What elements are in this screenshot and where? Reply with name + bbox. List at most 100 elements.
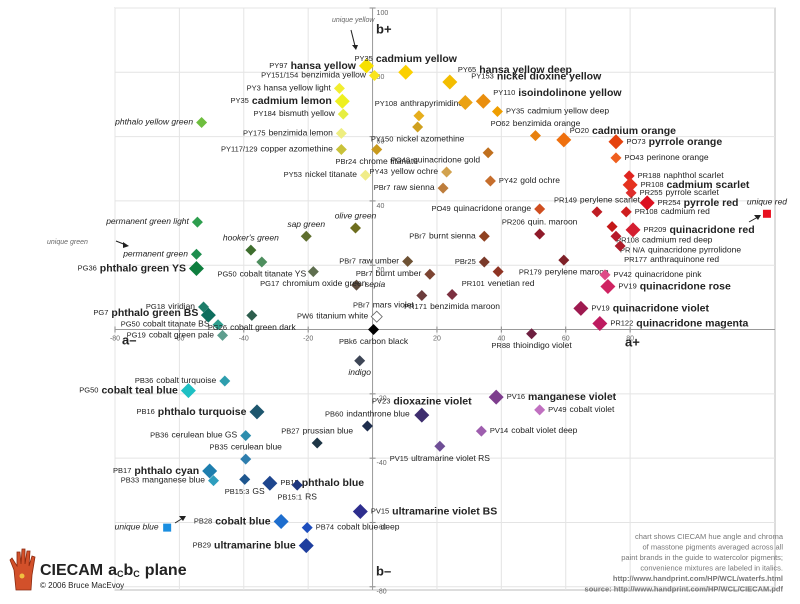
- point: [368, 324, 380, 336]
- point: [359, 169, 371, 181]
- point: [262, 475, 278, 491]
- pigment: PBr25: [455, 256, 490, 268]
- pigment-code: PY110: [493, 88, 515, 97]
- pigment: PR149 perylene scarlet: [554, 195, 641, 218]
- pigment: PV16 manganese violet: [488, 389, 617, 405]
- pigment-name: cadmium lemon: [252, 95, 332, 107]
- pigment: PR N/A quinacridone pyrrolidone: [610, 230, 741, 255]
- point: [163, 523, 172, 532]
- pigment-name: ultramarine blue: [214, 539, 296, 551]
- pigment: indigo: [348, 355, 371, 377]
- pigment-code: PR206: [502, 218, 525, 227]
- pigment-name: permanent green light: [105, 216, 189, 226]
- pigment-code: PG50: [79, 386, 98, 395]
- point-label: PB27 prussian blue: [281, 426, 353, 436]
- pigment-name: phthalo green YS: [100, 262, 186, 274]
- point-label: PR N/A quinacridone pyrrolidone: [620, 245, 741, 255]
- pigment-name: hansa yellow light: [264, 83, 332, 93]
- point: [370, 310, 383, 323]
- pigment: PR101 venetian red: [462, 266, 535, 288]
- point-label: PR177 anthraquinone red: [624, 254, 719, 264]
- point: [762, 209, 771, 218]
- note: of masstone pigments averaged across all: [643, 542, 784, 551]
- pigment: PY110 isoindolinone yellow: [475, 87, 622, 109]
- pigment: PG17 chromium oxide green: [260, 266, 367, 288]
- pigment-name: cerulean blue GS: [172, 430, 238, 440]
- pigment: PB36 cerulean blue GS: [150, 430, 252, 442]
- pigment-name: cobalt violet: [570, 404, 616, 414]
- pigment-name: dioxazine violet: [393, 395, 472, 407]
- point: [414, 407, 430, 423]
- point-label: PO20 cadmium orange: [570, 125, 676, 137]
- point: [335, 127, 347, 139]
- pigment-name: gold ochre: [520, 175, 560, 185]
- pigment: PV23 dioxazine violet: [372, 395, 472, 423]
- point: [196, 116, 208, 128]
- pigment: PBr7 burnt sienna: [409, 230, 490, 242]
- point: [273, 514, 289, 530]
- pigment: PO43 perinone orange: [610, 152, 709, 164]
- pigment-code: PR N/A: [620, 245, 645, 254]
- point: [478, 230, 490, 242]
- point: [600, 278, 616, 294]
- point-label: PV23 dioxazine violet: [372, 395, 472, 407]
- point: [491, 106, 503, 118]
- pigment: PO48 quinacridone gold: [391, 147, 494, 165]
- point: [352, 504, 368, 520]
- pigment-name: hansa yellow deep: [479, 64, 572, 76]
- pigment-code: PY151/154: [261, 71, 298, 80]
- pigment: PG18 viridian: [146, 301, 210, 313]
- pigment: PB15:3 GS: [225, 473, 265, 496]
- pigment-name: cobalt titanate BS: [143, 319, 210, 329]
- pigment: PB74 cobalt blue deep: [301, 522, 400, 534]
- point: [556, 132, 572, 148]
- annotation: unique green: [47, 239, 88, 246]
- pigment-code: PO73: [626, 137, 645, 146]
- pigment: phthalo yellow green: [114, 116, 208, 128]
- pigment: PR108 cadmium red: [620, 206, 710, 218]
- arrow-head: [754, 215, 761, 220]
- pigment: PY150 nickel azomethine: [371, 121, 465, 144]
- point-label: PR209 quinacridone red: [644, 224, 755, 236]
- pigment-code: PO20: [570, 126, 589, 135]
- pigment: PO49 quinacridone orange: [431, 203, 546, 215]
- pigment-name: raw sienna: [393, 182, 434, 192]
- pigment-code: PB15: [280, 478, 298, 487]
- pigment: PV19 quinacridone violet: [573, 300, 709, 316]
- pigment-name: pyrrole red: [684, 197, 739, 209]
- pigment-name: quinacridone pyrrolidone: [648, 245, 741, 255]
- pigment: PB27 prussian blue: [281, 426, 353, 449]
- pigment-name: indanthrone blue: [346, 409, 410, 419]
- pigment: PB33 manganese blue: [121, 475, 220, 487]
- pigment: PY97 hansa yellow: [269, 58, 374, 74]
- y-tick-label: -40: [377, 460, 387, 467]
- point: [300, 230, 312, 242]
- point-label: PR101 venetian red: [462, 278, 535, 288]
- pigment: PB16 phthalo turquoise: [136, 404, 265, 420]
- point: [482, 147, 494, 159]
- pigment-code: PY150: [371, 134, 394, 143]
- pigment-name: manganese violet: [528, 391, 617, 403]
- annotation: unique yellow: [332, 17, 375, 24]
- point-label: PG19 cobalt green pale: [127, 330, 215, 340]
- point: [402, 255, 414, 267]
- pigment-name: cobalt violet deep: [511, 425, 577, 435]
- point-label: PR108 cadmium red deep: [616, 235, 713, 245]
- point: [610, 230, 622, 242]
- pigment-code: PBr7: [356, 269, 373, 278]
- pigment: PG50 cobalt teal blue: [79, 383, 196, 399]
- note: http://www.handprint.com/HP/WCL/waterfs.…: [613, 574, 783, 583]
- point: [434, 440, 446, 452]
- point-label: PV19 quinacridone rose: [618, 280, 731, 292]
- point-label: PV49 cobalt violet: [548, 404, 615, 414]
- point: [492, 266, 504, 278]
- point-label: permanent green: [122, 249, 188, 259]
- pigment-name: ultramarine violet RS: [411, 453, 490, 463]
- arrow-head: [179, 516, 186, 521]
- point: [217, 329, 229, 341]
- pigment-name: perylene scarlet: [580, 195, 641, 205]
- point: [307, 266, 319, 278]
- title-part: C: [117, 569, 124, 579]
- y-tick-label: 60: [377, 138, 385, 145]
